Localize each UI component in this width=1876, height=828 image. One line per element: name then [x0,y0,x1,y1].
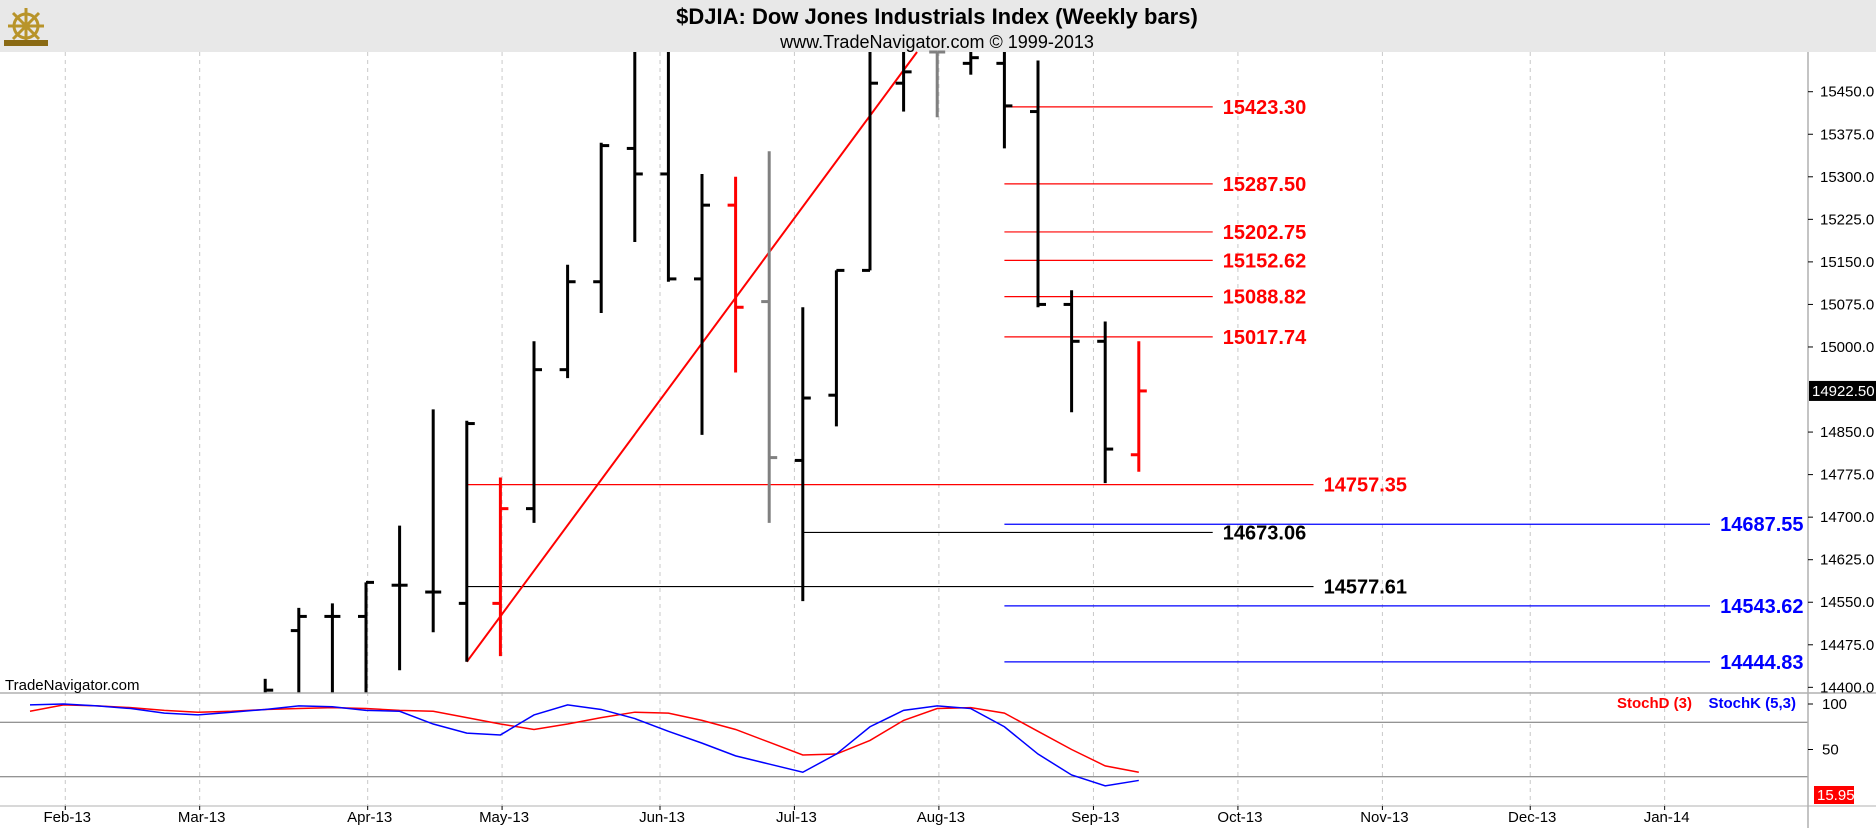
level-label: 14444.83 [1720,652,1803,674]
y-tick-label: 14850.0 [1820,424,1874,441]
price-bar [324,603,341,693]
price-bar [290,607,307,693]
price-bar [895,52,912,112]
price-bar [358,580,374,693]
price-bar [794,307,811,602]
level-label: 15152.62 [1223,250,1306,272]
header-background [0,0,1876,52]
level-label: 14673.06 [1223,522,1306,544]
level-label: 15088.82 [1223,287,1306,309]
price-bar [727,176,744,373]
legend-stochk: StochK (5,3) [1708,695,1796,712]
x-tick-label: Apr-13 [347,809,392,826]
y-tick-label: 14625.0 [1820,552,1874,569]
price-bar [828,268,845,427]
stoch-last-value-label: 15.95 [1817,787,1855,804]
y-tick-label: 14775.0 [1820,467,1874,484]
y-tick-label: 14400.0 [1820,679,1874,696]
y-tick-label: 14550.0 [1820,594,1874,611]
price-bar [996,52,1013,149]
level-label: 15017.74 [1223,327,1307,349]
price-bar [559,264,576,379]
price-bar [1130,341,1147,472]
price-bars [263,50,1147,693]
x-tick-label: Nov-13 [1360,809,1408,826]
trendline [465,51,918,663]
price-bar [929,50,946,118]
chart-title: $DJIA: Dow Jones Industrials Index (Week… [676,4,1198,29]
chart-subtitle: www.TradeNavigator.com © 1999-2013 [779,32,1094,52]
x-tick-label: May-13 [479,809,529,826]
trendline-layer [465,51,918,663]
stochk-line [29,703,1139,787]
y-tick-label: 15450.0 [1820,84,1874,101]
price-bar [526,341,542,523]
x-tick-label: Jul-13 [776,809,817,826]
y-tick-label: 15150.0 [1820,254,1874,271]
stoch-y-tick-label: 50 [1822,742,1839,759]
level-label: 14543.62 [1720,596,1803,618]
price-bar [626,52,643,243]
price-bar [761,151,778,523]
level-label: 15287.50 [1223,174,1306,196]
price-y-axis: 15450.0 15375.0 15300.0 15225.0 15150.0 15075… [1808,84,1874,696]
y-tick-label: 15225.0 [1820,211,1874,228]
level-label: 14757.35 [1324,475,1407,497]
legend-stochd: StochD (3) [1617,695,1692,712]
stoch-y-tick-label: 100 [1822,696,1847,713]
x-tick-label: Oct-13 [1217,809,1262,826]
price-bar [391,525,408,671]
ship-wheel-logo-icon [4,8,48,46]
level-label: 15202.75 [1223,222,1306,244]
level-label: 14577.61 [1324,577,1407,599]
level-label: 14687.55 [1720,514,1803,536]
y-tick-label: 14700.0 [1820,509,1874,526]
price-bar [593,142,610,313]
y-tick-label: 15375.0 [1820,126,1874,143]
x-tick-label: Dec-13 [1508,809,1556,826]
price-bar [458,420,475,662]
price-bar [263,678,274,693]
x-tick-label: Jan-14 [1644,809,1690,826]
price-bar [425,409,442,633]
x-tick-label: Aug-13 [917,809,965,826]
indicator-y-axis: 100 50 [1808,696,1847,759]
price-bar [962,52,979,75]
stochd-line [29,704,1139,773]
x-tick-label: Feb-13 [44,809,92,826]
indicator-reference-lines [0,721,1808,778]
x-tick-label: Jun-13 [639,809,685,826]
stoch-last-value-badge [1814,786,1854,804]
x-tick-label: Mar-13 [178,809,226,826]
y-tick-label: 15300.0 [1820,169,1874,186]
last-price-badge [1809,380,1876,401]
level-label: 15423.30 [1223,97,1306,119]
price-bar [1063,290,1080,413]
price-bar [862,52,878,272]
price-bar [1030,60,1046,308]
stochastic-lines [29,703,1139,787]
price-bar [694,173,710,435]
date-x-axis: Feb-13 Mar-13 Apr-13 May-13 Jun-13 Jul-13 Aug-… [44,806,1690,826]
y-tick-label: 14475.0 [1820,637,1874,654]
y-tick-label: 15000.0 [1820,339,1874,356]
last-price-label: 14922.50 [1812,383,1875,400]
level-lines: 15423.30 15287.50 15202.75 15152.62 15088.82… [466,97,1804,674]
price-bar [660,52,677,282]
price-bar [1097,321,1114,484]
vertical-gridlines [64,52,1666,806]
watermark-text: TradeNavigator.com [5,677,140,694]
y-tick-label: 15075.0 [1820,296,1874,313]
price-bar [492,477,509,657]
price-panel [0,52,1808,693]
indicator-panel [0,694,1808,806]
x-tick-label: Sep-13 [1071,809,1119,826]
